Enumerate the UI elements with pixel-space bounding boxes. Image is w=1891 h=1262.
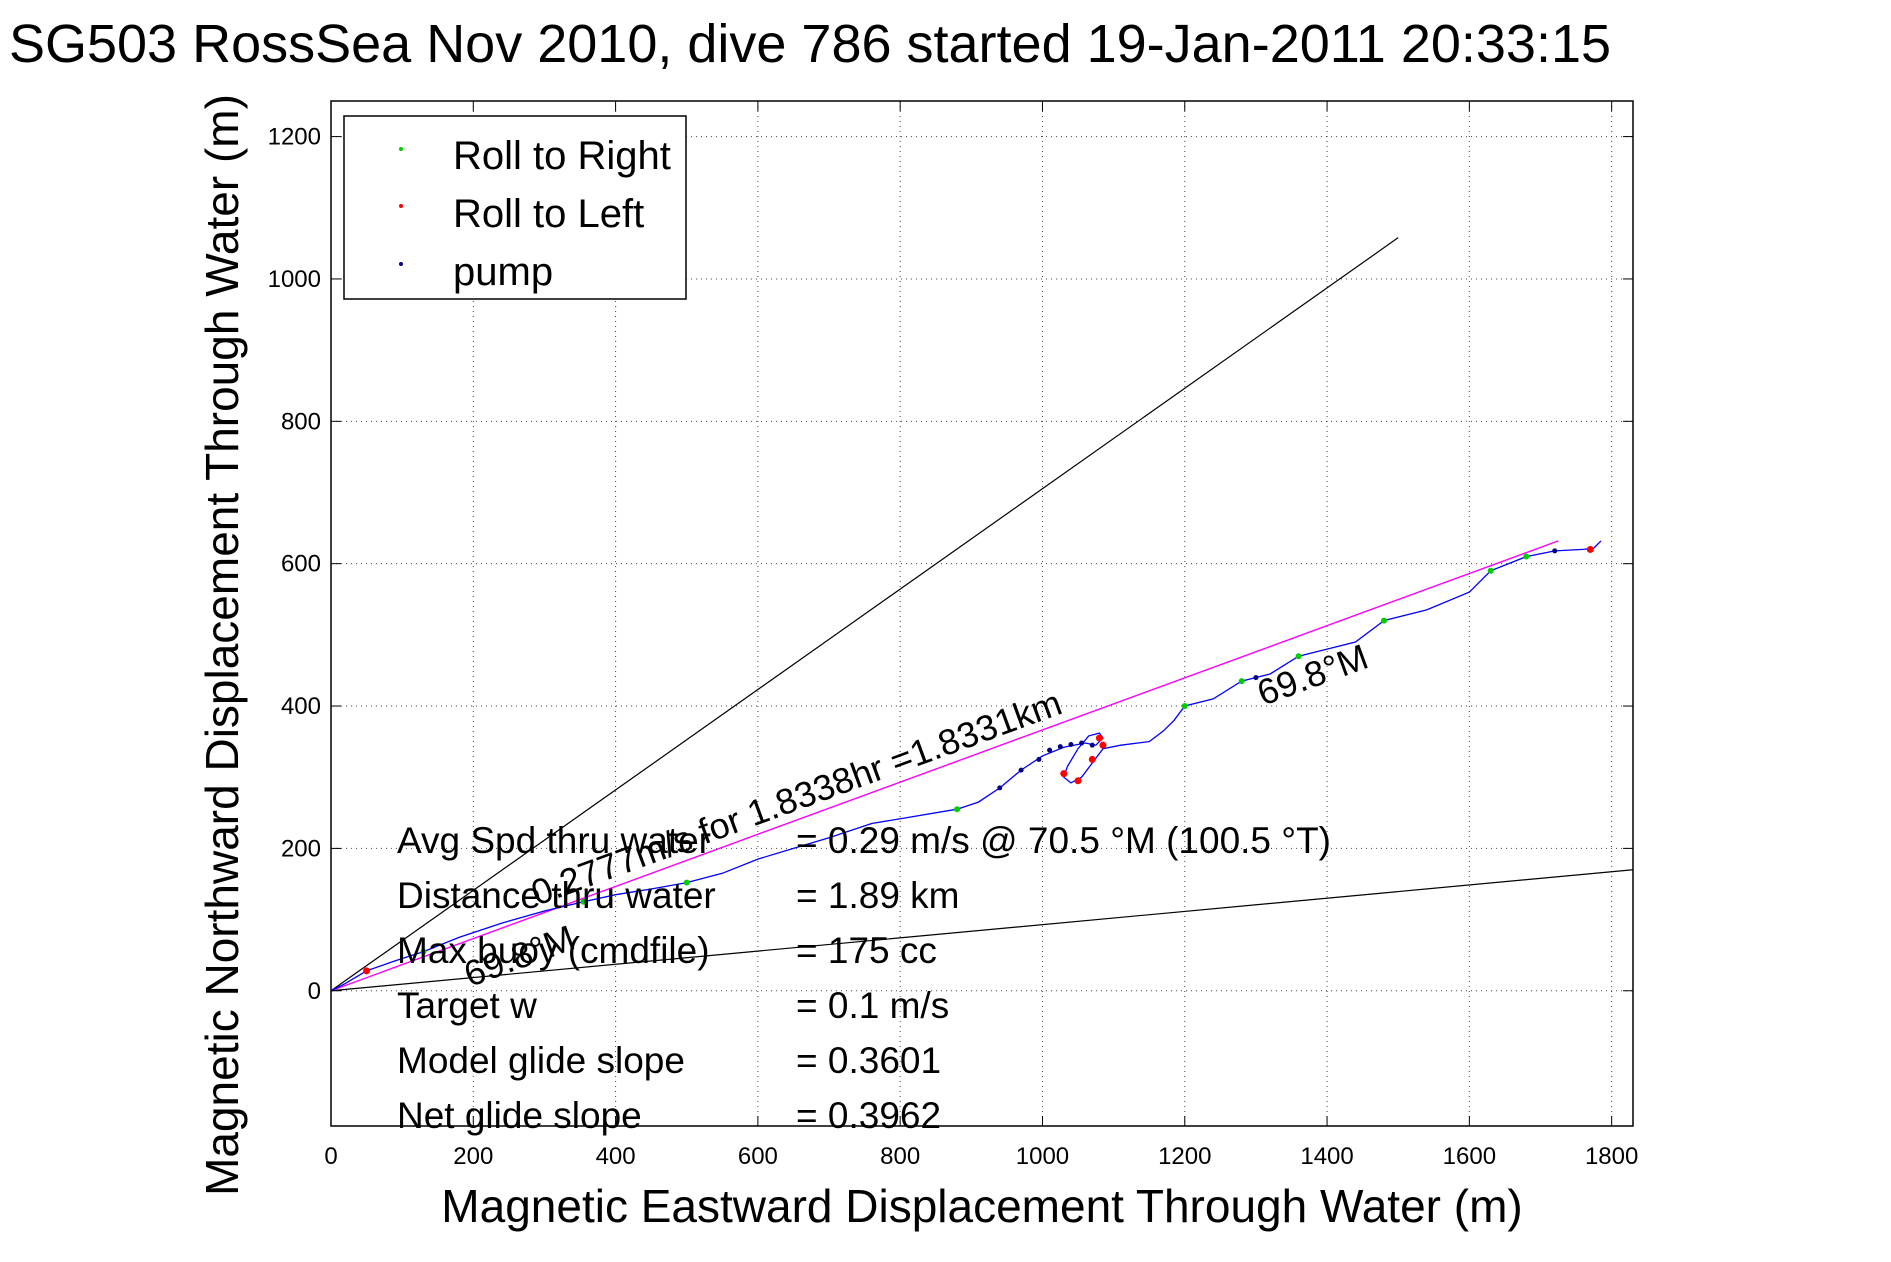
- stat-value: = 175 cc: [796, 930, 937, 971]
- stat-label: Model glide slope: [397, 1040, 685, 1081]
- x-tick-label: 200: [453, 1143, 493, 1170]
- pump-point: [1089, 742, 1095, 748]
- legend: Roll to Right Roll to Left pump: [343, 115, 687, 300]
- roll-right-point: [954, 806, 961, 813]
- roll-left-point: [1074, 777, 1082, 785]
- stat-value: = 1.89 km: [796, 875, 960, 916]
- roll-right-point: [420, 948, 427, 955]
- pump-point: [1018, 767, 1024, 773]
- stat-label: Max buoy (cmdfile): [397, 930, 710, 971]
- roll-left-point: [1060, 770, 1068, 778]
- y-tick-label: 1000: [268, 266, 321, 293]
- stat-label: Distance thru water: [397, 875, 716, 916]
- roll-right-point: [1380, 617, 1387, 624]
- pump-point: [1057, 744, 1063, 750]
- stat-value: = 0.3601: [796, 1040, 941, 1081]
- markers-group: [363, 545, 1594, 975]
- y-tick-label: 200: [281, 835, 321, 862]
- y-tick-label: 1200: [268, 124, 321, 151]
- stat-label: Net glide slope: [397, 1095, 642, 1136]
- pump-point: [1047, 747, 1053, 753]
- legend-marker-pump: [399, 262, 403, 266]
- heading-line: [330, 540, 1559, 992]
- stat-label: Avg Spd thru water: [397, 820, 711, 861]
- pump-point: [1253, 675, 1259, 681]
- legend-label-roll-right: Roll to Right: [453, 134, 671, 178]
- roll-right-point: [1487, 567, 1494, 574]
- pump-point: [1552, 548, 1558, 554]
- legend-marker-roll-right: [399, 147, 403, 151]
- x-ticks: 0 200 400 600 800 1000 1200 1400 1600 1800: [324, 101, 1638, 1170]
- y-tick-label: 400: [281, 693, 321, 720]
- x-tick-label: 1000: [1016, 1143, 1069, 1170]
- x-tick-label: 600: [738, 1143, 778, 1170]
- reference-lines: [330, 237, 1634, 992]
- track-line: [330, 540, 1602, 992]
- y-tick-label: 800: [281, 408, 321, 435]
- roll-left-point: [1095, 734, 1103, 742]
- plot-area-frame: [330, 100, 1634, 1127]
- x-tick-label: 1800: [1585, 1143, 1638, 1170]
- y-axis-label: Magnetic Northward Displacement Through …: [196, 94, 248, 1196]
- x-tick-label: 1600: [1443, 1143, 1496, 1170]
- y-tick-label: 600: [281, 551, 321, 578]
- roll-right-point: [1181, 703, 1188, 710]
- roll-left-point: [1088, 755, 1096, 763]
- roll-right-point: [1238, 678, 1245, 685]
- x-tick-label: 1200: [1158, 1143, 1211, 1170]
- legend-marker-roll-left: [399, 204, 403, 208]
- legend-label-roll-left: Roll to Left: [453, 192, 644, 236]
- roll-left-point: [363, 967, 371, 975]
- roll-left-point: [1586, 545, 1594, 553]
- x-axis-label: Magnetic Eastward Displacement Through W…: [441, 1180, 1522, 1232]
- x-tick-label: 400: [596, 1143, 636, 1170]
- x-tick-label: 1400: [1300, 1143, 1353, 1170]
- reference-line: [330, 869, 1634, 992]
- roll-right-point: [580, 898, 587, 905]
- roll-right-point: [683, 879, 690, 886]
- stat-value: = 0.3962: [796, 1095, 941, 1136]
- x-tick-label: 800: [880, 1143, 920, 1170]
- x-tick-label: 0: [324, 1143, 337, 1170]
- stat-value: = 0.1 m/s: [796, 985, 949, 1026]
- stat-value: = 0.29 m/s @ 70.5 °M (100.5 °T): [796, 820, 1331, 861]
- pump-point: [997, 785, 1003, 791]
- reference-line: [330, 237, 1399, 992]
- pump-point: [1079, 740, 1085, 746]
- heading-line-group: [330, 540, 1559, 992]
- pump-point: [1068, 741, 1074, 747]
- stat-label: Target w: [397, 985, 537, 1026]
- pump-point: [1036, 756, 1042, 762]
- track-group: [330, 540, 1602, 992]
- roll-left-point: [1099, 741, 1107, 749]
- y-tick-label: 0: [308, 978, 321, 1005]
- stats-block: Avg Spd thru water = 0.29 m/s @ 70.5 °M …: [397, 820, 1331, 1136]
- chart-title: SG503 RossSea Nov 2010, dive 786 started…: [9, 14, 1611, 74]
- y-ticks: 0 200 400 600 800 1000 1200: [268, 124, 1633, 1005]
- roll-right-point: [1295, 653, 1302, 660]
- roll-right-point: [1523, 553, 1530, 560]
- legend-label-pump: pump: [453, 250, 553, 294]
